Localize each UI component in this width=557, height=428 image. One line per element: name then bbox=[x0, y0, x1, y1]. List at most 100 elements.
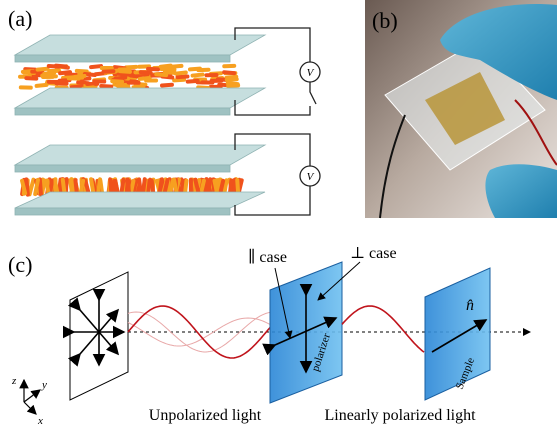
plate bbox=[14, 54, 231, 63]
plate bbox=[13, 87, 267, 109]
molecule bbox=[83, 178, 91, 196]
molecules bbox=[18, 63, 241, 91]
molecule bbox=[40, 73, 55, 79]
molecule bbox=[190, 72, 205, 78]
molecule bbox=[78, 178, 86, 196]
molecule bbox=[89, 64, 104, 70]
molecule bbox=[175, 74, 190, 80]
molecule bbox=[114, 82, 129, 88]
molecule bbox=[227, 178, 234, 196]
molecule bbox=[35, 66, 50, 72]
molecule bbox=[113, 75, 128, 81]
plate bbox=[13, 144, 267, 166]
pointer bbox=[274, 267, 293, 339]
molecule bbox=[172, 77, 187, 83]
molecule bbox=[196, 67, 211, 73]
molecule bbox=[54, 81, 69, 86]
panel-label: (a) bbox=[8, 6, 32, 31]
wire bbox=[234, 133, 311, 166]
parallel-case: ∥ case bbox=[248, 248, 287, 266]
voltmeter-label: V bbox=[307, 67, 315, 79]
switch bbox=[309, 82, 317, 105]
molecule bbox=[204, 72, 219, 78]
wire bbox=[234, 27, 311, 62]
molecule bbox=[18, 85, 33, 90]
molecule bbox=[110, 79, 125, 84]
molecule bbox=[158, 63, 173, 69]
lc-cell bbox=[425, 72, 505, 145]
coordinate-axes: z⃗ y⃗ x⃗ bbox=[11, 375, 55, 427]
molecule bbox=[162, 70, 177, 75]
photo: (b) bbox=[365, 0, 557, 219]
molecule bbox=[24, 76, 39, 81]
molecule bbox=[183, 178, 189, 196]
cable bbox=[514, 99, 557, 166]
axis-label: z⃗ bbox=[11, 375, 25, 387]
wire bbox=[234, 186, 311, 216]
plate bbox=[14, 164, 231, 173]
molecule bbox=[212, 178, 220, 196]
plate bbox=[14, 191, 266, 209]
unpolarized-arrows bbox=[62, 288, 126, 367]
molecule bbox=[173, 70, 188, 76]
molecule bbox=[222, 63, 237, 69]
panel-label: (c) bbox=[8, 252, 32, 277]
cell-top: V bbox=[13, 27, 321, 116]
molecule bbox=[58, 70, 73, 76]
molecule bbox=[126, 178, 131, 196]
sample bbox=[424, 267, 491, 401]
director-label: n̂ bbox=[466, 297, 474, 314]
plate bbox=[14, 207, 231, 216]
cell-bottom: V bbox=[13, 133, 321, 216]
molecule bbox=[198, 178, 206, 196]
wire bbox=[234, 100, 311, 116]
molecule bbox=[33, 177, 40, 197]
voltmeter bbox=[299, 165, 321, 187]
molecule bbox=[169, 63, 184, 69]
molecule bbox=[149, 178, 156, 196]
molecule bbox=[138, 70, 153, 75]
molecule bbox=[185, 78, 200, 84]
wave bbox=[341, 305, 425, 353]
molecule bbox=[157, 178, 164, 196]
molecule bbox=[222, 70, 237, 76]
molecule bbox=[144, 78, 159, 83]
caption: Unpolarized light bbox=[149, 407, 262, 424]
plate bbox=[14, 107, 231, 116]
molecule bbox=[101, 69, 116, 74]
wave bbox=[127, 305, 271, 359]
molecule bbox=[162, 178, 170, 196]
molecule bbox=[159, 82, 174, 88]
molecule bbox=[99, 65, 114, 71]
molecule bbox=[126, 80, 141, 85]
axis bbox=[23, 401, 37, 415]
molecule bbox=[73, 178, 79, 196]
axis-label: x⃗ bbox=[37, 415, 51, 427]
axis bbox=[23, 389, 41, 403]
molecule bbox=[179, 178, 186, 196]
molecule bbox=[205, 179, 213, 195]
molecule bbox=[46, 63, 61, 69]
plate bbox=[13, 34, 267, 56]
molecule bbox=[34, 82, 49, 88]
perpendicular-case: ⊥ case bbox=[350, 245, 397, 262]
molecule bbox=[224, 77, 239, 82]
pointer bbox=[317, 261, 361, 301]
glove bbox=[485, 164, 557, 218]
molecule bbox=[126, 73, 140, 79]
axis-label: y⃗ bbox=[41, 379, 55, 391]
molecule bbox=[117, 69, 132, 74]
molecule bbox=[146, 66, 161, 72]
molecule bbox=[99, 83, 114, 89]
molecule bbox=[72, 73, 87, 79]
voltmeter-label: V bbox=[307, 171, 315, 183]
molecule bbox=[218, 178, 226, 196]
glove bbox=[440, 4, 557, 100]
molecule bbox=[44, 178, 51, 196]
molecule bbox=[209, 78, 224, 83]
molecule bbox=[92, 79, 107, 84]
polarizer-arrows bbox=[262, 283, 338, 374]
unpolarized-wave bbox=[127, 311, 271, 353]
molecule bbox=[20, 178, 28, 196]
